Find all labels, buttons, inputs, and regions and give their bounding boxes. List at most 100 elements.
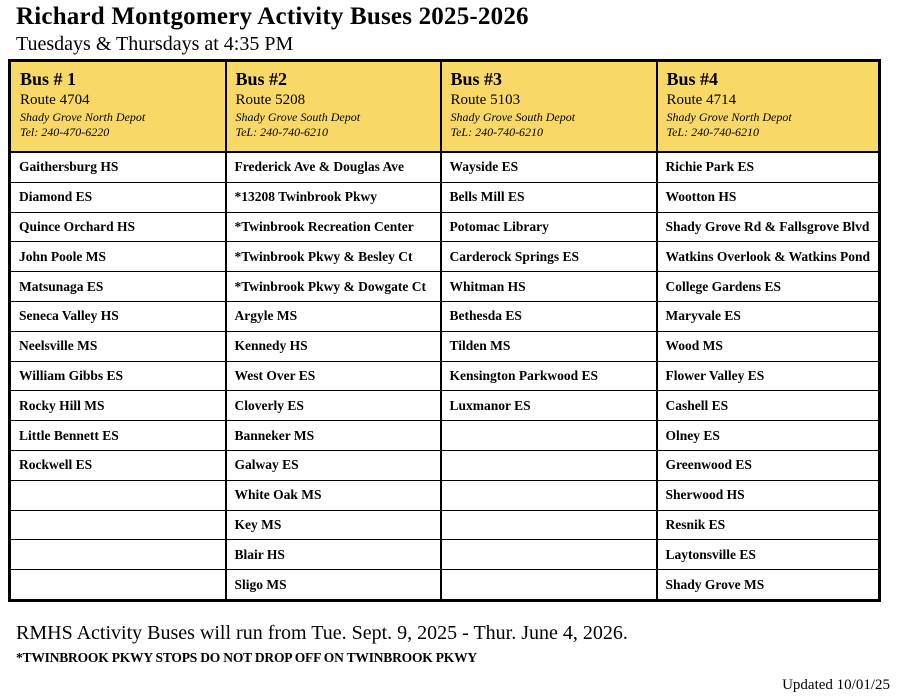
stop-cell-bus3-row7: Tilden MS: [439, 330, 658, 362]
stop-cell-bus1-row5: Matsunaga ES: [8, 271, 227, 302]
stop-cell-bus2-row13: Key MS: [224, 509, 442, 541]
stop-cell-bus2-row1: Frederick Ave & Douglas Ave: [224, 151, 442, 183]
stop-cell-bus2-row15: Sligo MS: [224, 569, 442, 601]
twinbrook-note: *TWINBROOK PKWY STOPS DO NOT DROP OFF ON…: [16, 649, 477, 665]
stop-cell-bus3-row11: [439, 449, 658, 481]
stop-row: Quince Orchard HS *Twinbrook Recreation C…: [8, 211, 881, 243]
bus-name: Bus #4: [666, 69, 719, 89]
stop-row: Key MS Resnik ES: [8, 509, 881, 541]
stop-cell-bus1-row1: Gaithersburg HS: [8, 151, 227, 183]
stop-cell-bus2-row2: *13208 Twinbrook Pkwy: [224, 181, 442, 213]
bus-depot: Shady Grove North Depot: [20, 110, 146, 124]
stop-cell-bus3-row3: Potomac Library: [439, 211, 658, 243]
stop-cell-bus3-row9: Luxmanor ES: [439, 390, 658, 422]
stop-cell-bus4-row9: Cashell ES: [655, 390, 881, 422]
bus-header-2: Bus #2 Route 5208 Shady Grove South Depot T…: [224, 59, 442, 153]
stop-row: Seneca Valley HS Argyle MS Bethesda ES Mary…: [8, 300, 881, 332]
stop-cell-bus4-row10: Olney ES: [655, 420, 881, 451]
stop-cell-bus1-row11: Rockwell ES: [8, 449, 227, 481]
stop-cell-bus2-row3: *Twinbrook Recreation Center: [224, 211, 442, 243]
stop-row: John Poole MS *Twinbrook Pkwy & Besley Ct…: [8, 241, 881, 273]
stop-cell-bus1-row7: Neelsville MS: [8, 330, 227, 362]
stop-cell-bus4-row11: Greenwood ES: [655, 449, 881, 481]
stop-row: Rockwell ES Galway ES Greenwood ES: [8, 449, 881, 481]
stop-cell-bus2-row8: West Over ES: [224, 360, 442, 392]
stop-cell-bus3-row13: [439, 509, 658, 541]
bus-name: Bus #2: [235, 69, 288, 89]
stop-cell-bus2-row9: Cloverly ES: [224, 390, 442, 422]
stop-row: Little Bennett ES Banneker MS Olney ES: [8, 420, 881, 451]
stop-cell-bus4-row8: Flower Valley ES: [655, 360, 881, 392]
page-subtitle: Tuesdays & Thursdays at 4:35 PM: [16, 33, 294, 55]
stop-row: William Gibbs ES West Over ES Kensington P…: [8, 360, 881, 392]
stop-cell-bus1-row2: Diamond ES: [8, 181, 227, 213]
bus-depot: Shady Grove South Depot: [450, 110, 576, 124]
bus-tel: TeL: 240-740-6210: [235, 125, 329, 139]
bus-depot: Shady Grove North Depot: [666, 110, 792, 124]
bus-header-row: Bus # 1 Route 4704 Shady Grove North Depot…: [8, 59, 881, 153]
stop-row: Sligo MS Shady Grove MS: [8, 569, 881, 601]
stop-cell-bus1-row8: William Gibbs ES: [8, 360, 227, 392]
bus-table-body: Gaithersburg HS Frederick Ave & Douglas A…: [8, 151, 881, 601]
stop-cell-bus1-row6: Seneca Valley HS: [8, 300, 227, 332]
stop-cell-bus4-row15: Shady Grove MS: [655, 569, 881, 601]
stop-cell-bus3-row14: [439, 539, 658, 571]
stop-cell-bus1-row10: Little Bennett ES: [8, 420, 227, 451]
stop-row: Blair HS Laytonsville ES: [8, 539, 881, 571]
stop-cell-bus2-row10: Banneker MS: [224, 420, 442, 451]
stop-cell-bus3-row6: Bethesda ES: [439, 300, 658, 332]
stop-row: Rocky Hill MS Cloverly ES Luxmanor ES Cashe…: [8, 390, 881, 422]
stop-cell-bus3-row2: Bells Mill ES: [439, 181, 658, 213]
bus-name: Bus #3: [450, 69, 503, 89]
bus-tel: Tel: 240-470-6220: [20, 125, 110, 139]
bus-table: Bus # 1 Route 4704 Shady Grove North Depot…: [8, 59, 881, 602]
stop-row: Matsunaga ES *Twinbrook Pkwy & Dowgate Ct…: [8, 271, 881, 302]
stop-cell-bus3-row12: [439, 479, 658, 511]
stop-cell-bus2-row5: *Twinbrook Pkwy & Dowgate Ct: [224, 271, 442, 302]
stop-cell-bus2-row11: Galway ES: [224, 449, 442, 481]
stop-cell-bus4-row2: Wootton HS: [655, 181, 881, 213]
bus-name: Bus # 1: [20, 69, 77, 89]
stop-cell-bus3-row5: Whitman HS: [439, 271, 658, 302]
stop-cell-bus2-row14: Blair HS: [224, 539, 442, 571]
stop-cell-bus4-row1: Richie Park ES: [655, 151, 881, 183]
stop-cell-bus3-row4: Carderock Springs ES: [439, 241, 658, 273]
stop-cell-bus4-row14: Laytonsville ES: [655, 539, 881, 571]
bus-route: Route 5208: [235, 92, 306, 108]
bus-tel: TeL: 240-740-6210: [450, 125, 544, 139]
stop-cell-bus1-row14: [8, 539, 227, 571]
bus-route: Route 5103: [450, 92, 521, 108]
stop-cell-bus4-row6: Maryvale ES: [655, 300, 881, 332]
stop-row: Gaithersburg HS Frederick Ave & Douglas A…: [8, 151, 881, 183]
stop-cell-bus1-row15: [8, 569, 227, 601]
stop-cell-bus1-row13: [8, 509, 227, 541]
stop-cell-bus3-row1: Wayside ES: [439, 151, 658, 183]
stop-cell-bus1-row3: Quince Orchard HS: [8, 211, 227, 243]
bus-header-4: Bus #4 Route 4714 Shady Grove North Depot T…: [655, 59, 881, 153]
stop-cell-bus2-row6: Argyle MS: [224, 300, 442, 332]
page-title: Richard Montgomery Activity Buses 2025-2…: [16, 3, 529, 30]
stop-cell-bus1-row12: [8, 479, 227, 511]
stop-cell-bus3-row15: [439, 569, 658, 601]
stop-cell-bus4-row5: College Gardens ES: [655, 271, 881, 302]
stop-cell-bus4-row4: Watkins Overlook & Watkins Pond: [655, 241, 881, 273]
stop-row: White Oak MS Sherwood HS: [8, 479, 881, 511]
stop-cell-bus3-row10: [439, 420, 658, 451]
stop-cell-bus2-row4: *Twinbrook Pkwy & Besley Ct: [224, 241, 442, 273]
stop-row: Neelsville MS Kennedy HS Tilden MS Wood MS: [8, 330, 881, 362]
bus-depot: Shady Grove South Depot: [235, 110, 361, 124]
stop-cell-bus3-row8: Kensington Parkwood ES: [439, 360, 658, 392]
stop-cell-bus1-row4: John Poole MS: [8, 241, 227, 273]
stop-cell-bus4-row13: Resnik ES: [655, 509, 881, 541]
stop-cell-bus4-row3: Shady Grove Rd & Fallsgrove Blvd: [655, 211, 881, 243]
updated-date: Updated 10/01/25: [782, 677, 890, 693]
bus-tel: TeL: 240-740-6210: [666, 125, 760, 139]
bus-table-header: Bus # 1 Route 4704 Shady Grove North Depot…: [8, 59, 881, 153]
stop-cell-bus4-row12: Sherwood HS: [655, 479, 881, 511]
stop-cell-bus2-row12: White Oak MS: [224, 479, 442, 511]
stop-cell-bus4-row7: Wood MS: [655, 330, 881, 362]
bus-header-1: Bus # 1 Route 4704 Shady Grove North Depot…: [8, 59, 227, 153]
stop-cell-bus1-row9: Rocky Hill MS: [8, 390, 227, 422]
stop-cell-bus2-row7: Kennedy HS: [224, 330, 442, 362]
